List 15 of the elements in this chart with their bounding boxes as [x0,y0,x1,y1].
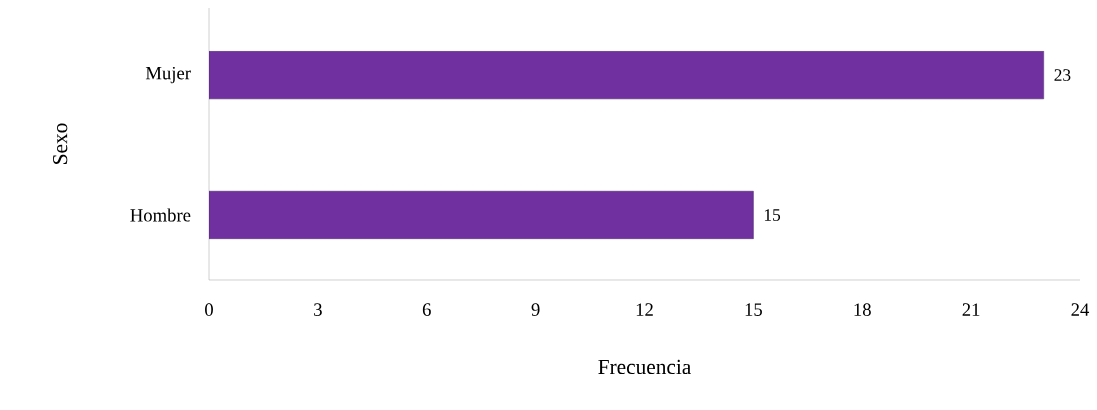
x-tick-label: 9 [531,303,540,316]
x-tick-label: 0 [205,303,213,316]
x-tick-label: 15 [745,303,762,316]
x-tick-label: 3 [314,303,322,316]
y-axis-title: Sexo [52,123,68,164]
x-tick-label: 18 [854,303,871,316]
x-tick-label: 12 [636,303,653,316]
y-tick-label: Mujer [145,66,191,84]
x-tick-label: 24 [1071,303,1090,316]
y-tick-label: Hombre [130,208,191,222]
data-label: 15 [764,209,781,221]
x-tick-label: 21 [962,303,980,316]
x-tick-label: 6 [422,303,431,316]
x-axis-title: Frecuencia [598,359,692,375]
data-label: 23 [1054,69,1071,81]
